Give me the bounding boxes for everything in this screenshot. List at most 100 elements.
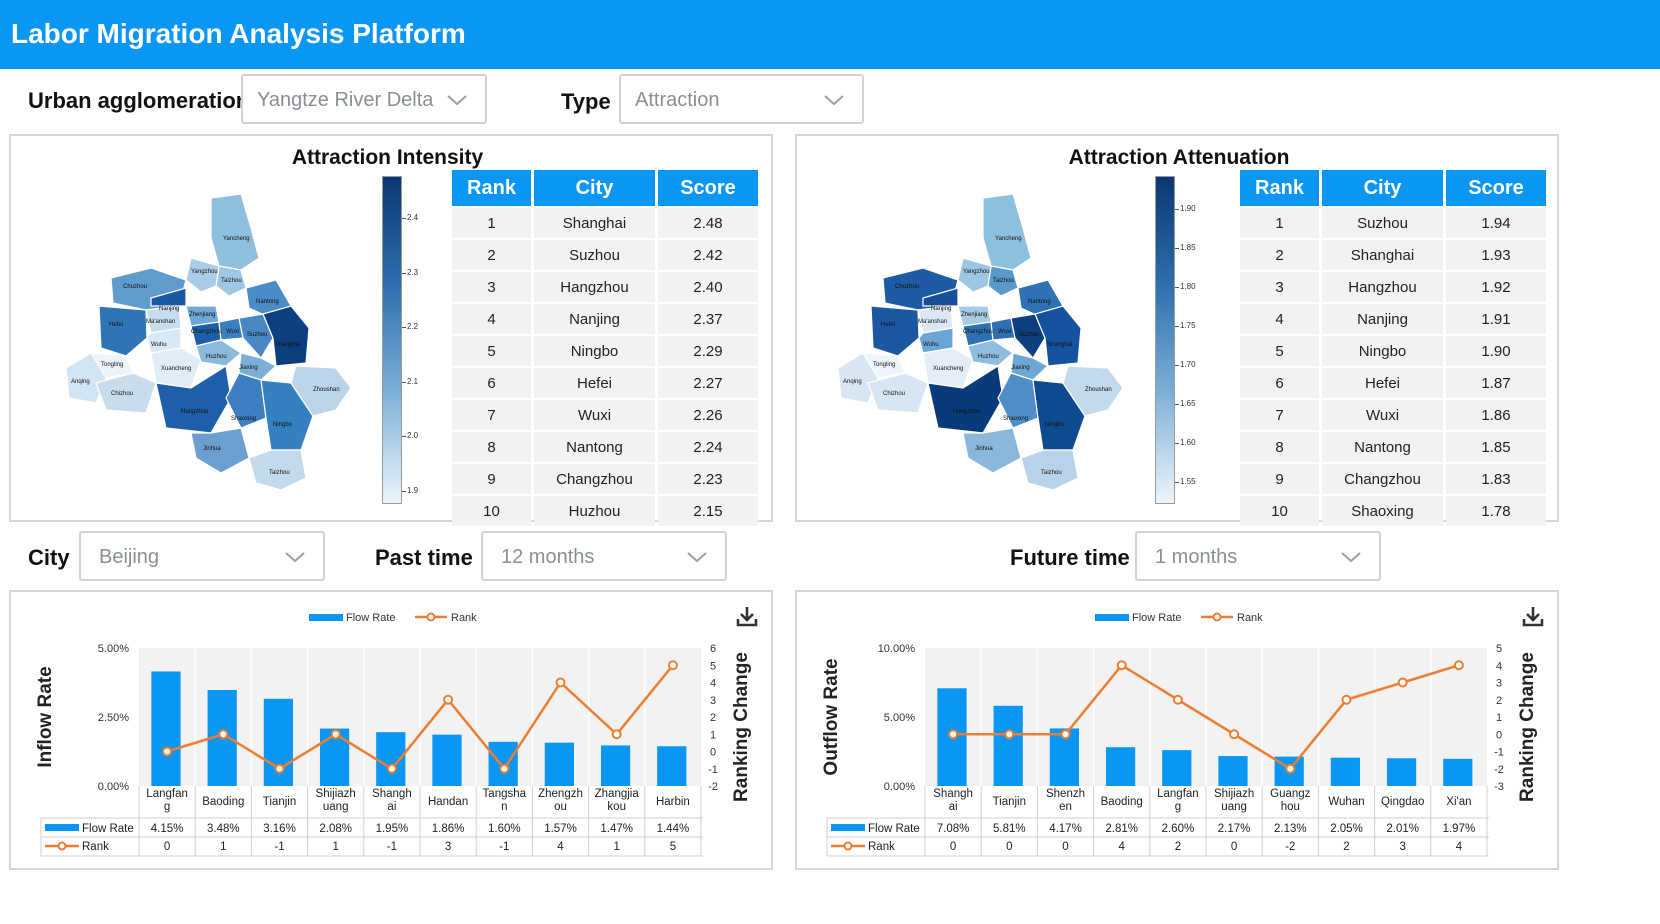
bar[interactable] (1105, 747, 1136, 786)
download-icon[interactable] (736, 607, 758, 627)
map-region-xuancheng[interactable] (150, 347, 202, 389)
map-region-suzhou[interactable] (1010, 313, 1046, 360)
data-label: 1.44% (657, 823, 690, 835)
map-region-shanghai[interactable] (262, 305, 310, 367)
map-region-huzhou[interactable] (195, 339, 242, 367)
bar[interactable] (1218, 756, 1248, 786)
rank-point[interactable] (611, 729, 622, 740)
rank-point[interactable] (1341, 694, 1352, 705)
rank-point[interactable] (162, 746, 173, 757)
category-label: g (164, 801, 170, 813)
bar[interactable] (1162, 750, 1192, 786)
map-region-taizhou[interactable] (1020, 449, 1079, 491)
y-tick-label: 5.00% (98, 643, 129, 655)
colorbar-tick-label: 1.60 (1180, 438, 1196, 447)
future-time-select[interactable]: 1 months (1135, 531, 1381, 581)
map-region-hefei[interactable] (870, 305, 920, 357)
intensity-map[interactable]: YanchengTaizhouYangzhouChuzhouNantongHef… (51, 184, 351, 494)
map-region-wuhu[interactable] (146, 327, 182, 354)
bar[interactable] (993, 705, 1023, 786)
y2-tick-label: 1 (1496, 712, 1502, 724)
rank-point[interactable] (1229, 729, 1240, 740)
map-region-hefei[interactable] (98, 305, 148, 357)
type-select[interactable]: Attraction (619, 74, 864, 124)
bar[interactable] (432, 734, 462, 786)
map-region-yangzhou[interactable] (957, 257, 992, 293)
map-region-label: Shaoxing (1003, 416, 1028, 422)
rank-point[interactable] (443, 694, 454, 705)
rank-point[interactable] (386, 763, 397, 774)
y2-tick-label: -1 (1494, 747, 1504, 759)
urban-agglomeration-select[interactable]: Yangtze River Delta (241, 74, 487, 124)
map-region-nanjing[interactable] (150, 287, 187, 307)
map-region-yancheng[interactable] (210, 193, 260, 271)
colorbar-tick-label: 1.55 (1180, 477, 1196, 486)
rank-point[interactable] (1285, 763, 1296, 774)
map-region-yangzhou[interactable] (185, 257, 220, 293)
map-region-label: Nanjing (931, 306, 951, 312)
download-icon[interactable] (1522, 607, 1544, 627)
bar[interactable] (151, 671, 181, 786)
category-label: Zhangjia (595, 788, 640, 800)
cell-score: 1.87 (1446, 368, 1546, 398)
data-label: 1.95% (376, 823, 409, 835)
bar[interactable] (657, 746, 687, 786)
past-time-select[interactable]: 12 months (481, 531, 727, 581)
cell-score: 2.48 (658, 208, 758, 238)
bar[interactable] (544, 742, 574, 786)
map-region-taizhou[interactable] (248, 449, 307, 491)
map-region-label: Jinhua (203, 446, 221, 452)
map-region-label: Anqing (71, 379, 90, 385)
y-tick-label: 10.00% (878, 643, 916, 655)
rank-point[interactable] (1397, 677, 1408, 688)
bar[interactable] (1330, 757, 1360, 786)
cell-score: 1.92 (1446, 272, 1546, 302)
rank-point[interactable] (667, 660, 678, 671)
map-region-zhoushan[interactable] (290, 365, 351, 417)
map-region-shanghai[interactable] (1034, 305, 1082, 367)
map-region-zhoushan[interactable] (1062, 365, 1123, 417)
map-region-jiaxing[interactable] (1010, 352, 1050, 381)
rank-point[interactable] (218, 729, 229, 740)
map-region-label: Ma'anshan (146, 319, 175, 325)
map-region-label: Anqing (843, 379, 862, 385)
rank-point[interactable] (274, 763, 285, 774)
future-time-label: Future time (1010, 545, 1130, 570)
cell-city: Suzhou (534, 240, 655, 270)
rank-point[interactable] (1453, 660, 1464, 671)
data-label: 2.17% (1218, 823, 1251, 835)
category-label: Tangsha (483, 788, 527, 800)
map-region-huzhou[interactable] (967, 339, 1014, 367)
rank-point[interactable] (1060, 729, 1071, 740)
rank-point[interactable] (1004, 729, 1015, 740)
attenuation-map[interactable]: YanchengTaizhouYangzhouChuzhouNantongHef… (823, 184, 1123, 494)
cell-rank: 9 (1240, 464, 1319, 494)
y2-tick-label: 3 (1496, 678, 1502, 690)
bar[interactable] (1443, 758, 1473, 786)
data-label: 1.97% (1443, 823, 1476, 835)
map-region-suzhou[interactable] (238, 313, 274, 360)
bar[interactable] (600, 745, 631, 786)
table-row-label: Rank (868, 841, 895, 853)
map-region-chizhou[interactable] (867, 372, 929, 414)
map-region-yancheng[interactable] (982, 193, 1032, 271)
map-region-xuancheng[interactable] (922, 347, 974, 389)
map-region-chizhou[interactable] (95, 372, 157, 414)
rank-point[interactable] (1116, 660, 1127, 671)
map-region-label: Jinhua (975, 446, 993, 452)
rank-point[interactable] (330, 729, 341, 740)
rank-point[interactable] (948, 729, 959, 740)
rank-line (953, 663, 1460, 771)
map-region-wuhu[interactable] (918, 327, 954, 354)
map-region-jiaxing[interactable] (238, 352, 278, 381)
cell-score: 1.91 (1446, 304, 1546, 334)
bar[interactable] (1386, 758, 1417, 786)
colorbar-tick (1175, 482, 1179, 483)
rank-point[interactable] (499, 763, 510, 774)
table-row: 6 Hefei 1.87 (1240, 368, 1546, 398)
rank-point[interactable] (1172, 694, 1183, 705)
map-region-nanjing[interactable] (922, 287, 959, 307)
cell-score: 2.26 (658, 400, 758, 430)
rank-point[interactable] (555, 677, 566, 688)
city-select[interactable]: Beijing (79, 531, 325, 581)
